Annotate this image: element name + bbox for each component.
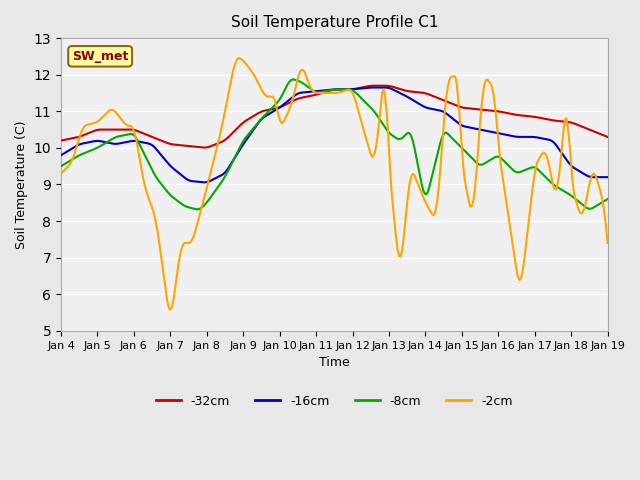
X-axis label: Time: Time	[319, 356, 349, 369]
Text: SW_met: SW_met	[72, 50, 129, 63]
Title: Soil Temperature Profile C1: Soil Temperature Profile C1	[230, 15, 438, 30]
Legend: -32cm, -16cm, -8cm, -2cm: -32cm, -16cm, -8cm, -2cm	[151, 390, 518, 413]
Y-axis label: Soil Temperature (C): Soil Temperature (C)	[15, 120, 28, 249]
